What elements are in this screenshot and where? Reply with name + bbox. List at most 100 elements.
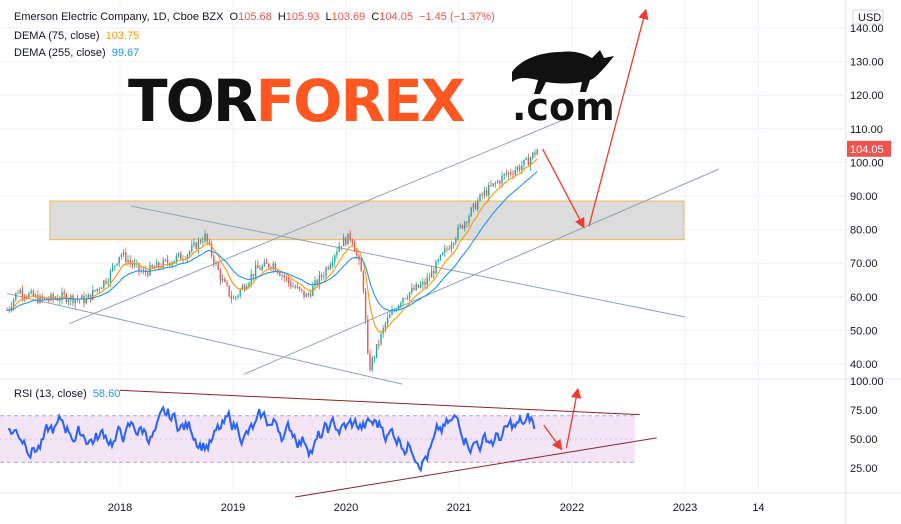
open-value: 105.68 — [238, 11, 272, 23]
candle-body — [98, 288, 101, 290]
symbol-info-line: Emerson Electric Company, 1D, Cboe BZX O… — [14, 11, 495, 23]
candle-body — [435, 261, 437, 274]
candle-body — [510, 172, 512, 175]
candle-body — [521, 165, 523, 170]
candle-body — [474, 203, 477, 210]
candle-body — [147, 272, 149, 276]
channel-line — [6, 292, 403, 385]
candle-body — [320, 274, 323, 277]
candle-body — [529, 158, 532, 166]
candle-body — [342, 237, 345, 247]
rsi-legend[interactable]: RSI (13, close) 58.60 — [14, 388, 120, 400]
candle-body — [263, 261, 266, 266]
candle-body — [373, 357, 376, 358]
candle-body — [512, 174, 514, 175]
candle-body — [336, 251, 338, 256]
candle-body — [367, 319, 369, 354]
y-tick-label: 40.00 — [850, 359, 878, 371]
candle-body — [459, 225, 461, 228]
dema75-legend[interactable]: DEMA (75, close) 103.75 — [14, 30, 139, 42]
bull-icon — [512, 50, 614, 94]
candle-body — [37, 295, 39, 304]
candle-body — [274, 263, 277, 271]
candle-body — [505, 173, 508, 175]
candle-body — [197, 240, 200, 249]
y-tick-label: 60.00 — [850, 292, 878, 304]
candle-body — [206, 234, 208, 242]
moving-averages — [6, 158, 538, 333]
candle-body — [89, 294, 92, 300]
candle-body — [411, 287, 413, 293]
dema75-value: 103.75 — [105, 30, 140, 42]
candle-body — [296, 286, 299, 288]
candle-body — [158, 262, 160, 268]
candle-body — [17, 292, 19, 294]
candle-body — [351, 239, 354, 244]
candle-body — [514, 170, 516, 175]
candle-body — [389, 315, 391, 318]
candle-body — [52, 294, 54, 299]
candle-body — [116, 263, 118, 266]
candle-body — [26, 296, 28, 298]
x-tick-label: 2022 — [560, 502, 584, 514]
rsi-y-tick-label: 25.00 — [850, 463, 878, 475]
candle-body — [496, 181, 499, 183]
candle-body — [413, 287, 415, 290]
candle-body — [226, 281, 228, 286]
candle-body — [219, 269, 222, 281]
candle-body — [466, 222, 468, 224]
candle-body — [463, 222, 466, 229]
candle-body — [430, 270, 433, 278]
dema255-legend[interactable]: DEMA (255, close) 99.67 — [14, 47, 139, 59]
y-tick-label: 70.00 — [850, 258, 878, 270]
candle-body — [243, 285, 246, 290]
candle-body — [186, 254, 189, 260]
candle-body — [74, 299, 76, 304]
candle-body — [195, 242, 197, 249]
rsi-trendline — [119, 389, 640, 416]
logo-suffix: .com — [512, 85, 615, 129]
candle-body — [406, 297, 409, 299]
candle-body — [155, 262, 158, 268]
last-price-tag — [847, 140, 891, 157]
candle-body — [127, 260, 129, 263]
dema255-label: DEMA (255, close) — [14, 47, 106, 59]
candle-body — [468, 216, 470, 224]
candle-body — [362, 271, 365, 291]
candle-body — [329, 264, 332, 269]
candle-body — [114, 265, 116, 267]
candle-body — [448, 248, 450, 250]
rsi-value: 58.60 — [92, 388, 121, 400]
candle-body — [281, 275, 283, 277]
high-value: 105.93 — [285, 11, 320, 23]
candle-body — [323, 275, 325, 277]
forecast-arrow — [542, 148, 585, 229]
candle-body — [23, 296, 26, 298]
site-logo: TORFOREX .com — [128, 50, 615, 135]
rsi-y-tick-label: 100.00 — [850, 376, 884, 388]
candle-body — [507, 172, 510, 175]
candle-body — [39, 295, 41, 304]
y-tick-label: 110.00 — [850, 124, 883, 136]
candle-body — [402, 298, 404, 303]
rsi-series — [7, 405, 536, 473]
candle-body — [408, 292, 411, 298]
candle-body — [428, 277, 431, 279]
candle-body — [118, 256, 120, 264]
candle-body — [149, 265, 151, 276]
channel-line — [68, 118, 567, 325]
candle-body — [345, 237, 347, 245]
candle-body — [380, 333, 382, 345]
candle-body — [503, 173, 505, 176]
candle-body — [419, 284, 422, 288]
x-tick-label: 2019 — [221, 502, 245, 514]
candle-body — [173, 260, 175, 263]
candle-body — [85, 298, 87, 304]
candle-body — [518, 166, 521, 170]
candle-body — [270, 267, 272, 269]
symbol-title: Emerson Electric Company, 1D, Cboe BZX — [14, 11, 224, 23]
candle-body — [235, 296, 237, 299]
candle-body — [208, 241, 211, 244]
currency-box — [852, 9, 884, 25]
